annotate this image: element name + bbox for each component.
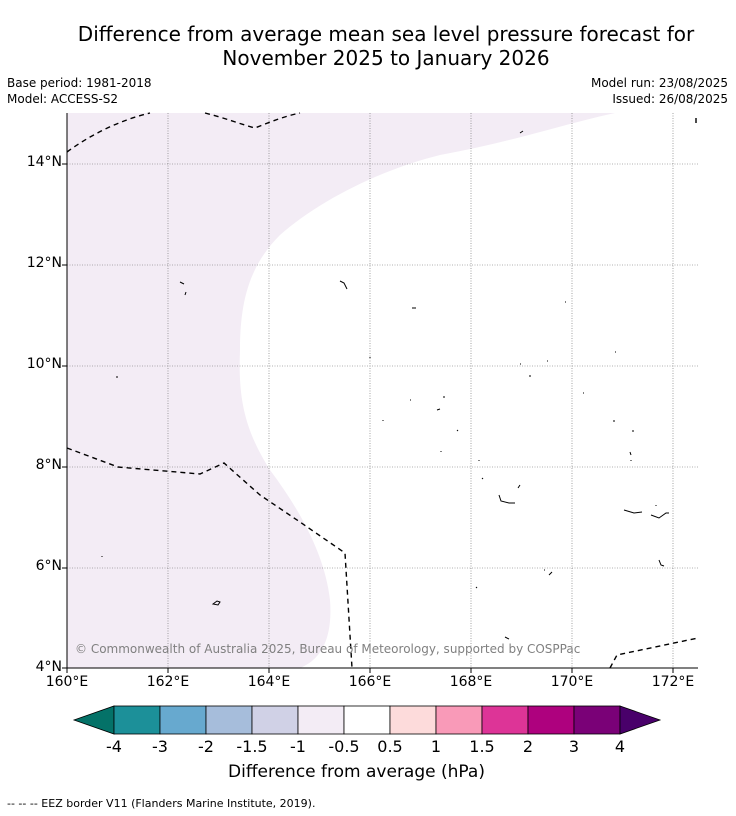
colorbar-tick-label: -3 xyxy=(152,737,168,756)
colorbar-tick-label: 2 xyxy=(522,737,534,756)
colorbar-tick-label: -4 xyxy=(106,737,122,756)
colorbar-tick-label: -1 xyxy=(290,737,306,756)
meta-right: Model run: 23/08/2025 Issued: 26/08/2025 xyxy=(591,75,728,107)
lon-label: 164°E xyxy=(247,674,291,690)
colorbar-segment xyxy=(159,705,207,735)
colorbar xyxy=(72,705,662,735)
lat-label: 10°N xyxy=(26,356,62,372)
colorbar-extend-low xyxy=(72,705,115,735)
lat-label: 14°N xyxy=(26,154,62,170)
lon-label: 162°E xyxy=(146,674,190,690)
base-period: Base period: 1981-2018 xyxy=(7,76,152,90)
copyright-note: © Commonwealth of Australia 2025, Bureau… xyxy=(75,642,581,656)
colorbar-segment xyxy=(573,705,621,735)
colorbar-tick-label: 1.5 xyxy=(469,737,495,756)
lon-label: 160°E xyxy=(45,674,89,690)
anomaly-region xyxy=(67,113,615,668)
lon-label: 168°E xyxy=(449,674,493,690)
colorbar-label: Difference from average (hPa) xyxy=(228,762,485,782)
issued-date: Issued: 26/08/2025 xyxy=(612,92,728,106)
colorbar-segment xyxy=(205,705,253,735)
colorbar-tick-label: 4 xyxy=(614,737,626,756)
islands xyxy=(101,130,669,640)
colorbar-segment xyxy=(389,705,437,735)
eez-borders xyxy=(66,112,699,669)
colorbar-tick-label: -2 xyxy=(198,737,214,756)
lat-label: 4°N xyxy=(35,659,62,675)
footnote: -- -- -- EEZ border V11 (Flanders Marine… xyxy=(7,797,316,810)
axis-ticks xyxy=(62,163,674,673)
model-name: Model: ACCESS-S2 xyxy=(7,92,119,106)
colorbar-segment xyxy=(343,705,391,735)
colorbar-tick-label: 3 xyxy=(568,737,580,756)
colorbar-tick-label: 0.5 xyxy=(377,737,403,756)
meta-left: Base period: 1981-2018 Model: ACCESS-S2 xyxy=(7,75,152,107)
title-line-2: November 2025 to January 2026 xyxy=(222,46,550,70)
colorbar-segment xyxy=(527,705,575,735)
title-line-1: Difference from average mean sea level p… xyxy=(77,22,695,46)
lon-label: 166°E xyxy=(348,674,392,690)
colorbar-segment xyxy=(113,705,161,735)
colorbar-tick-label: -1.5 xyxy=(236,737,268,756)
lat-label: 12°N xyxy=(26,255,62,271)
colorbar-segment xyxy=(251,705,299,735)
chart-title: Difference from average mean sea level p… xyxy=(0,22,736,70)
colorbar-segment xyxy=(435,705,483,735)
colorbar-segment xyxy=(297,705,345,735)
lat-label: 6°N xyxy=(35,558,62,574)
colorbar-segment xyxy=(481,705,529,735)
lon-label: 170°E xyxy=(550,674,594,690)
lon-label: 172°E xyxy=(651,674,695,690)
colorbar-tick-label: -0.5 xyxy=(328,737,360,756)
colorbar-tick-label: 1 xyxy=(430,737,442,756)
graticule xyxy=(67,113,698,668)
colorbar-extend-high xyxy=(619,705,662,735)
lat-label: 8°N xyxy=(35,457,62,473)
model-run: Model run: 23/08/2025 xyxy=(590,76,728,90)
